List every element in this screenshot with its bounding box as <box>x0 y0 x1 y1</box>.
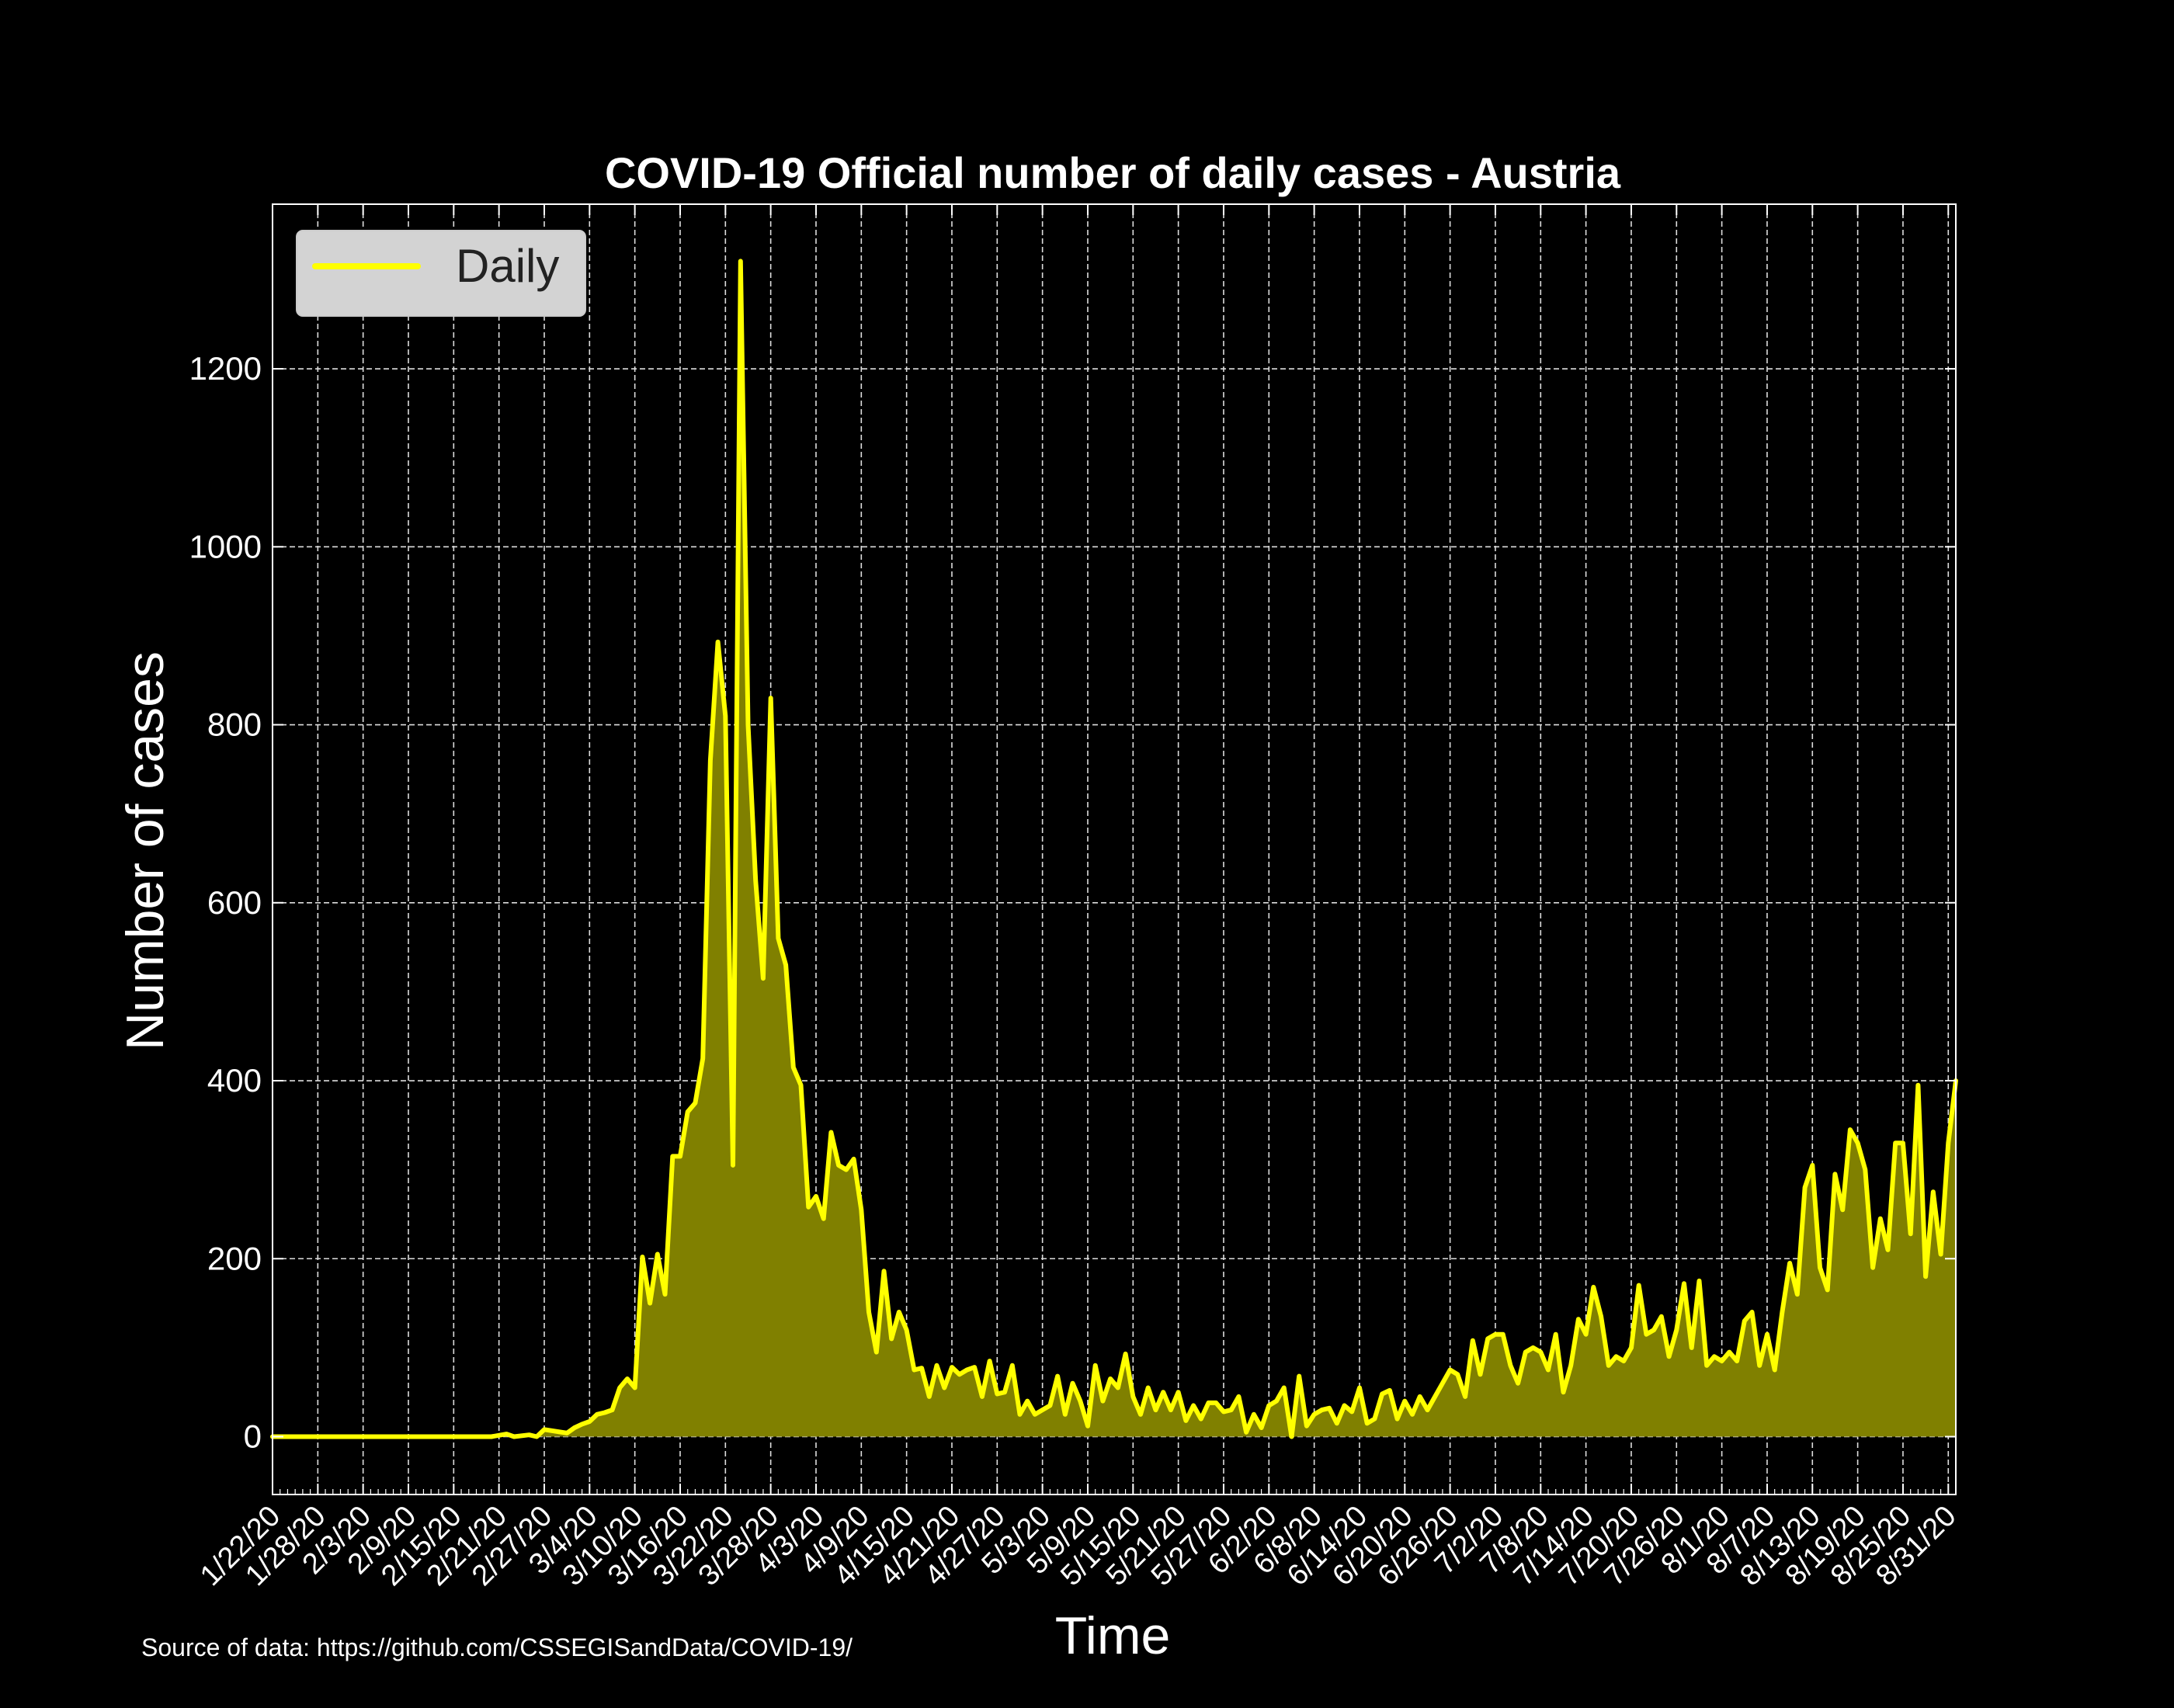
y-tick-label: 800 <box>207 706 262 743</box>
legend-label-daily: Daily <box>456 240 559 292</box>
y-tick-label: 200 <box>207 1240 262 1276</box>
plot-frame <box>272 203 1957 1495</box>
y-tick-label: 400 <box>207 1062 262 1099</box>
y-axis-label: Number of cases <box>116 651 175 1050</box>
x-axis-label: Time <box>1055 1606 1171 1665</box>
chart-title: COVID-19 Official number of daily cases … <box>605 148 1621 197</box>
y-tick-label: 1000 <box>189 528 262 564</box>
legend-box <box>296 230 586 317</box>
legend: Daily <box>296 230 586 317</box>
y-tick-label: 0 <box>244 1418 262 1454</box>
source-note: Source of data: https://github.com/CSSEG… <box>141 1633 853 1661</box>
series-line-daily <box>270 259 1958 1439</box>
grid <box>272 204 1956 1494</box>
y-tick-label: 600 <box>207 884 262 921</box>
y-tick-label: 1200 <box>189 350 262 387</box>
daily-area-fill <box>273 261 1956 1437</box>
